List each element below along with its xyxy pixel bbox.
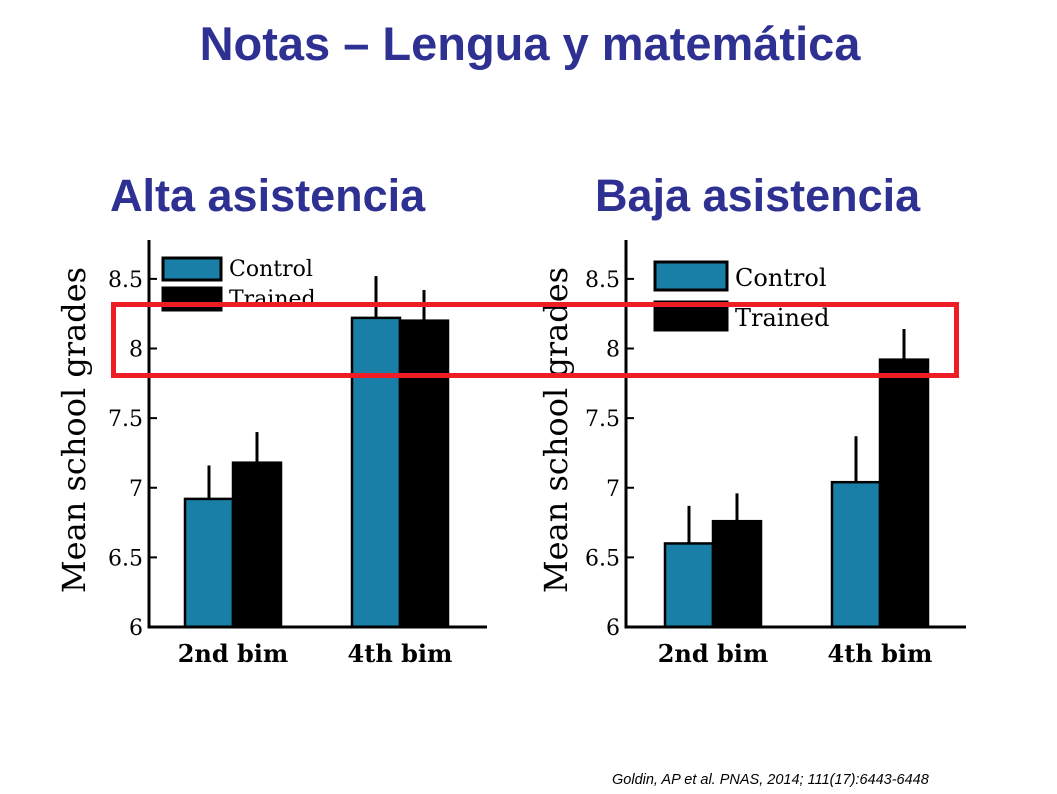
bar-trained	[711, 519, 763, 629]
x-tick-label: 2nd bim	[658, 639, 769, 668]
x-tick-label: 4th bim	[348, 639, 453, 668]
slide-title: Notas – Lengua y matemática	[199, 17, 861, 70]
bar-control	[183, 497, 235, 629]
chart-title-baja: Baja asistencia	[595, 170, 921, 221]
legend-label-trained: Trained	[229, 287, 316, 312]
y-tick-label: 6.5	[108, 546, 143, 571]
y-tick-label: 7.5	[108, 407, 143, 432]
legend-label-control: Control	[735, 264, 827, 292]
y-tick-label: 8.5	[108, 268, 143, 293]
y-tick-label: 6	[606, 616, 620, 641]
legend-label-control: Control	[229, 257, 313, 282]
x-tick-label: 2nd bim	[178, 639, 289, 668]
x-tick-label: 4th bim	[828, 639, 933, 668]
legend-swatch-control	[653, 260, 729, 292]
y-axis-title: Mean school grades	[55, 267, 93, 593]
chart-alta: 6 6.5 7 7.5 8 8.5 2nd bim 4th bim Mean school gr…	[55, 240, 487, 668]
bar-control	[350, 316, 402, 629]
citation: Goldin, AP et al. PNAS, 2014; 111(17):64…	[612, 772, 929, 788]
y-axis-title: Mean school grades	[537, 267, 575, 593]
bar-trained	[878, 358, 930, 629]
y-tick-label: 7	[606, 477, 620, 502]
y-tick-label: 7	[129, 477, 143, 502]
bar-trained	[231, 461, 283, 629]
legend-label-trained: Trained	[735, 304, 830, 332]
y-tick-label: 8	[606, 338, 620, 363]
highlight-box	[111, 302, 959, 378]
y-tick-label: 8	[129, 338, 143, 363]
legend-swatch-control	[161, 256, 223, 282]
y-tick-label: 8.5	[585, 268, 620, 293]
bar-control	[830, 480, 882, 629]
chart-title-alta: Alta asistencia	[110, 170, 426, 221]
y-tick-label: 6	[129, 616, 143, 641]
bar-control	[663, 542, 715, 629]
y-tick-label: 7.5	[585, 407, 620, 432]
y-tick-label: 6.5	[585, 546, 620, 571]
